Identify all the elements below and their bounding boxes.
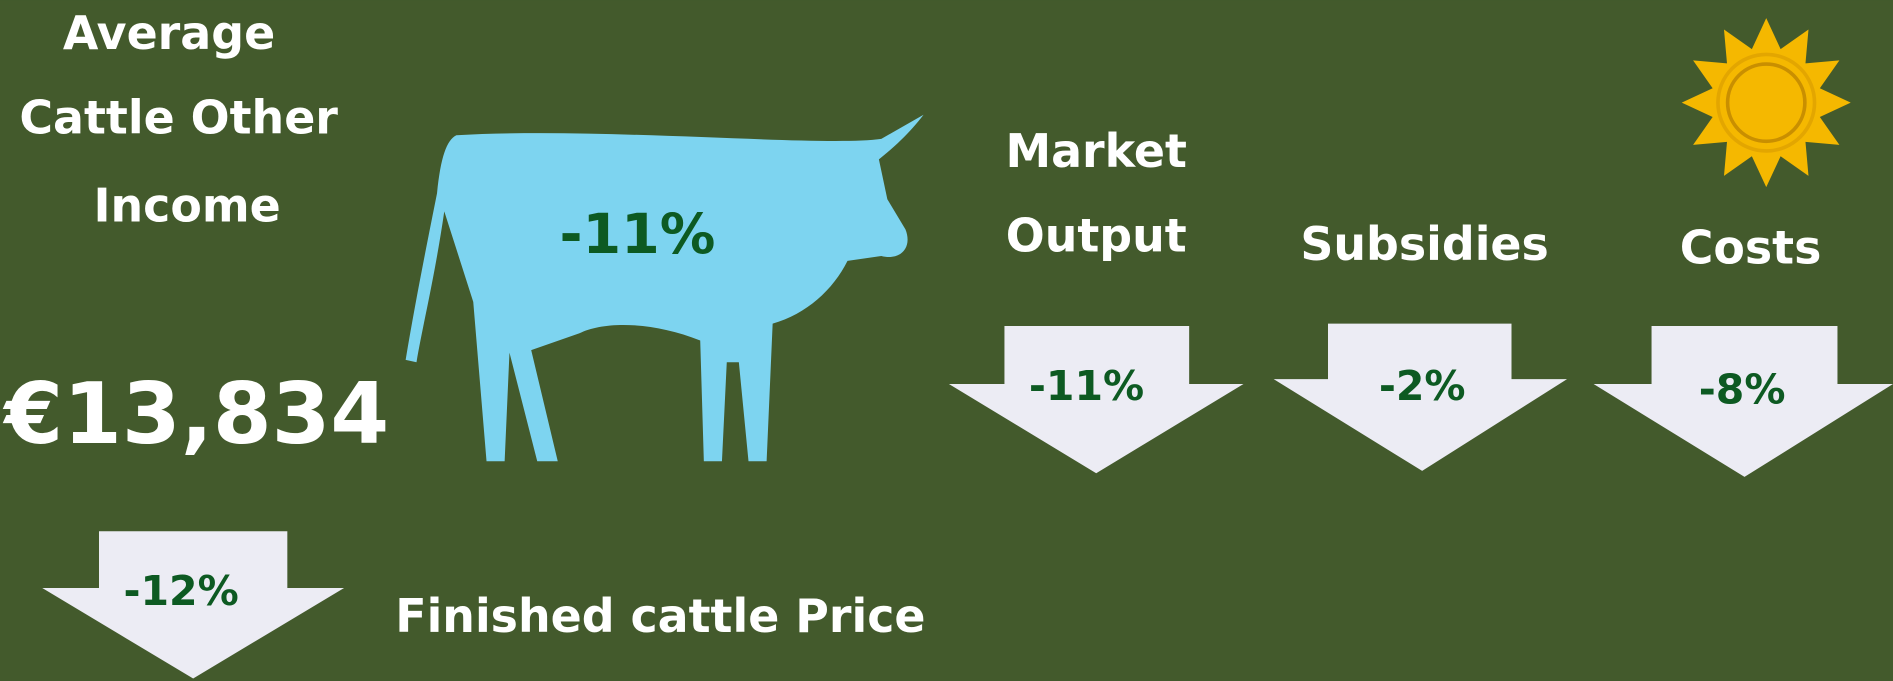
component-change: -8% bbox=[1699, 365, 1786, 413]
component-label: Output bbox=[1006, 209, 1187, 263]
component-label: Market bbox=[1005, 124, 1187, 178]
title-line: Average bbox=[63, 6, 275, 60]
component-label: Costs bbox=[1680, 221, 1822, 275]
component-change: -11% bbox=[1029, 362, 1144, 410]
page: Average Cattle Other Income €13,834 -11%… bbox=[0, 0, 1893, 681]
sun-disc bbox=[1718, 54, 1815, 151]
price-label: Finished cattle Price bbox=[395, 589, 925, 643]
title-line: Income bbox=[93, 178, 280, 232]
title-line: Cattle Other bbox=[19, 90, 338, 144]
price-change: -12% bbox=[123, 567, 238, 615]
total-income: €13,834 bbox=[2, 365, 389, 463]
overall-change: -11% bbox=[559, 202, 715, 267]
component-label: Subsidies bbox=[1300, 217, 1548, 271]
component-change: -2% bbox=[1379, 362, 1466, 410]
infographic: Average Cattle Other Income €13,834 -11%… bbox=[0, 0, 1893, 681]
